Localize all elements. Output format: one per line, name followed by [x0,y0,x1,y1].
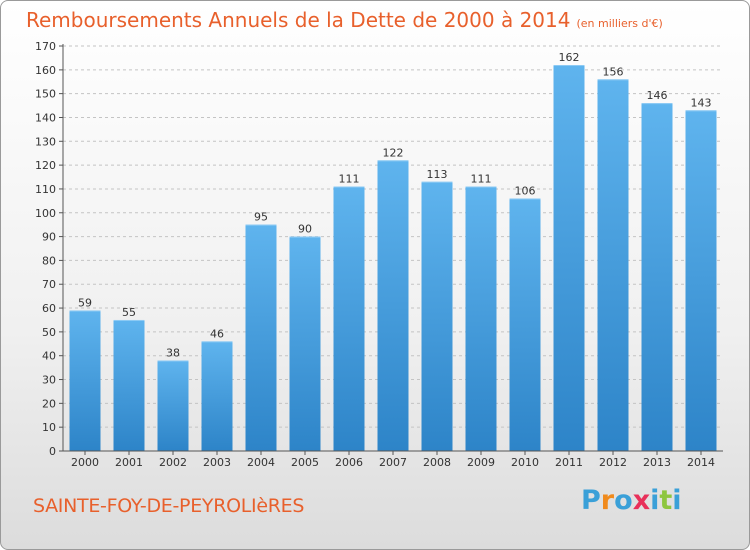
bar-2012 [597,79,629,452]
y-tick-label: 30 [42,374,56,387]
y-tick-label: 100 [35,207,56,220]
x-tick-label: 2001 [115,456,143,469]
y-tick-label: 110 [35,183,56,196]
value-label: 95 [254,211,268,224]
x-tick-label: 2011 [555,456,583,469]
axes [59,44,723,455]
bars [69,65,717,452]
bar-2007 [377,160,409,451]
y-tick-label: 90 [42,231,56,244]
bar-2013 [641,103,673,452]
value-label: 113 [427,168,448,181]
y-tick-label: 170 [35,40,56,53]
bar-2009 [465,186,497,451]
bar-chart: 0 10 20 30 40 50 60 70 80 90 100 110 120 130 140 150 160… [35,40,723,469]
value-label: 111 [471,173,492,186]
bar-2001 [113,319,145,451]
bar-2004 [245,224,277,451]
logo-letter: r [600,485,615,516]
y-tick-label: 150 [35,88,56,101]
bar-2010 [509,198,541,451]
value-label: 59 [78,296,92,309]
x-tick-label: 2012 [599,456,627,469]
chart-title: Remboursements Annuels de la Dette de 20… [26,8,663,32]
value-label: 156 [603,65,624,78]
bar-2003 [201,341,233,451]
value-label: 106 [515,184,536,197]
y-tick-label: 0 [49,445,56,458]
x-tick-label: 2004 [247,456,275,469]
bar-2000 [69,310,101,451]
logo-letter: o [614,485,633,516]
y-tick-label: 10 [42,421,56,434]
bar-2011 [553,65,585,451]
y-tick-label: 80 [42,254,56,267]
value-label: 90 [298,223,312,236]
logo-letter: t [659,485,673,516]
value-label: 143 [691,96,712,109]
bar-2008 [421,181,453,451]
y-tick-label: 140 [35,111,56,124]
value-label: 162 [559,51,580,64]
labels: 0 10 20 30 40 50 60 70 80 90 100 110 120 130 140 150 160… [35,40,715,469]
x-tick-label: 2010 [511,456,539,469]
y-tick-label: 130 [35,135,56,148]
x-tick-label: 2014 [687,456,715,469]
y-tick-label: 160 [35,64,56,77]
value-label: 55 [122,306,136,319]
y-tick-label: 60 [42,302,56,315]
city-name: SAINTE-FOY-DE-PEYROLIèRES [33,495,305,517]
x-tick-label: 2005 [291,456,319,469]
logo-letter: x [632,485,651,516]
logo-letter: i [650,485,660,516]
x-tick-label: 2003 [203,456,231,469]
y-tick-label: 70 [42,278,56,291]
bar-2002 [157,360,189,451]
chart-unit: (en milliers d'€) [576,17,663,30]
x-tick-label: 2006 [335,456,363,469]
x-tick-label: 2000 [71,456,99,469]
logo-letter: P [581,485,601,516]
x-tick-label: 2002 [159,456,187,469]
y-tick-label: 40 [42,350,56,363]
y-tick-label: 120 [35,159,56,172]
x-tick-label: 2013 [643,456,671,469]
value-label: 38 [166,346,180,359]
y-tick-label: 20 [42,397,56,410]
x-tick-label: 2009 [467,456,495,469]
value-label: 46 [210,327,224,340]
logo-letter: i [672,485,682,516]
value-label: 111 [339,173,360,186]
x-tick-label: 2008 [423,456,451,469]
value-label: 122 [383,146,404,159]
bar-2014 [685,110,717,451]
bar-2006 [333,186,365,451]
bar-2005 [289,236,321,451]
proxiti-logo: Proxiti [581,485,682,516]
value-label: 146 [647,89,668,102]
x-tick-label: 2007 [379,456,407,469]
y-tick-label: 50 [42,326,56,339]
chart-title-text: Remboursements Annuels de la Dette de 20… [26,8,571,32]
